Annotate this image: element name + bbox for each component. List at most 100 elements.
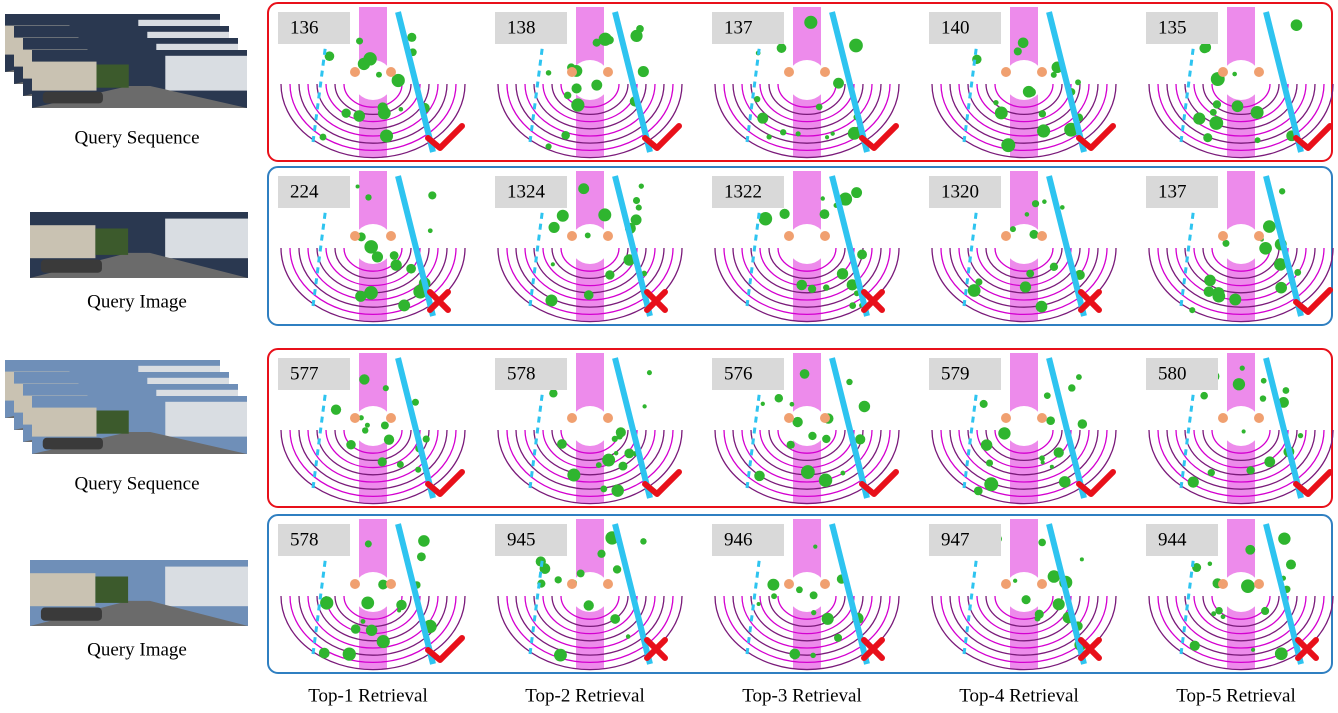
lidar-vegetation [406, 264, 416, 274]
lidar-vegetation [363, 52, 376, 65]
lidar-vegetation [808, 285, 816, 293]
lidar-wall [1049, 176, 1084, 316]
lidar-vegetation [584, 600, 594, 610]
lidar-vegetation [1075, 79, 1081, 85]
lidar-vegetation [636, 205, 642, 211]
lidar-vegetation [1233, 378, 1245, 390]
lidar-object [1037, 579, 1047, 589]
lidar-vegetation [614, 451, 618, 455]
lidar-vegetation [1053, 598, 1065, 610]
lidar-vegetation [624, 448, 634, 458]
lidar-vegetation [1014, 47, 1022, 55]
lidar-vegetation [366, 625, 377, 636]
lidar-vegetation [396, 600, 406, 610]
photo-car [43, 92, 103, 104]
lidar-vegetation [1193, 112, 1205, 124]
photo-building [30, 225, 95, 258]
lidar-vegetation [1042, 199, 1047, 204]
lidar-vegetation [383, 385, 389, 391]
lidar-vegetation [341, 109, 350, 118]
photo-trees [97, 411, 129, 434]
lidar-vegetation [557, 439, 567, 449]
lidar-vegetation [849, 39, 863, 53]
lidar-vegetation [320, 596, 333, 609]
lidar-center [1004, 406, 1044, 446]
lidar-vegetation [549, 389, 557, 397]
frame-number: 140 [941, 17, 970, 38]
lidar-vegetation [626, 634, 631, 639]
lidar-vegetation [359, 374, 369, 384]
lidar-vegetation [1260, 395, 1266, 401]
lidar-vegetation [596, 462, 602, 468]
lidar-vegetation [974, 487, 983, 496]
lidar-vegetation [813, 544, 817, 548]
lidar-vegetation [599, 33, 612, 46]
lidar-vegetation [754, 471, 765, 482]
lidar-vegetation [761, 402, 765, 406]
lidar-vegetation [1246, 466, 1254, 474]
lidar-vegetation [1229, 294, 1241, 306]
lidar-object [603, 579, 613, 589]
frame-number: 138 [507, 17, 536, 38]
photo-trees [97, 65, 129, 88]
lidar-object [784, 579, 794, 589]
lidar-center [787, 224, 827, 264]
lidar-vegetation [1279, 188, 1285, 194]
lidar-center [1221, 60, 1261, 100]
lidar-object [1037, 413, 1047, 423]
lidar-vegetation [561, 131, 570, 140]
query-label: Query Image [87, 291, 187, 312]
lidar-vegetation [557, 210, 569, 222]
lidar-vegetation [759, 212, 772, 225]
lidar-vegetation [800, 369, 810, 379]
lidar-vegetation [1210, 109, 1217, 116]
lidar-vegetation [567, 469, 580, 482]
lidar-vegetation [642, 404, 646, 408]
lidar-vegetation [555, 576, 562, 583]
lidar-vegetation [819, 474, 832, 487]
lidar-vegetation [346, 440, 356, 450]
lidar-vegetation [777, 43, 787, 53]
lidar-vegetation [377, 635, 390, 648]
lidar-vegetation [356, 38, 363, 45]
lidar-vegetation [1264, 456, 1275, 467]
lidar-vegetation [356, 184, 360, 188]
lidar-object [820, 231, 830, 241]
lidar-vegetation [980, 400, 988, 408]
lidar-wall [832, 524, 867, 664]
lidar-wall [1266, 12, 1301, 152]
lidar-vegetation [1298, 433, 1303, 438]
lidar-center [570, 406, 610, 446]
column-label: Top-2 Retrieval [525, 685, 645, 706]
lidar-vegetation [1026, 270, 1034, 278]
column-label: Top-5 Retrieval [1176, 685, 1296, 706]
frame-number: 578 [507, 363, 536, 384]
lidar-vegetation [1232, 72, 1237, 77]
lidar-vegetation [771, 593, 777, 599]
lidar-vegetation [1213, 290, 1226, 303]
lidar-vegetation [397, 461, 404, 468]
lidar-object [386, 413, 396, 423]
lidar-vegetation [1076, 374, 1082, 380]
lidar-object [386, 579, 396, 589]
lidar-wall [615, 524, 650, 664]
photo-building [32, 408, 97, 437]
lidar-vegetation [981, 439, 992, 450]
lidar-vegetation [564, 92, 572, 100]
lidar-object [567, 413, 577, 423]
lidar-vegetation [572, 83, 582, 93]
lidar-object [1254, 67, 1264, 77]
lidar-vegetation [780, 209, 790, 219]
lidar-vegetation [362, 427, 368, 433]
lidar-vegetation [1032, 200, 1039, 207]
lidar-vegetation [353, 110, 365, 122]
frame-number: 1320 [941, 181, 979, 202]
lidar-object [603, 413, 613, 423]
lidar-vegetation [1020, 281, 1031, 292]
lidar-vegetation [1046, 416, 1055, 425]
lidar-vegetation [1018, 37, 1029, 48]
lidar-vegetation [1263, 220, 1276, 233]
lidar-vegetation [766, 134, 771, 139]
lidar-vegetation [597, 550, 605, 558]
